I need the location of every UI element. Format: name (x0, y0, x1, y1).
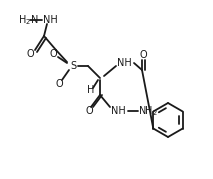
Text: NH$_2$: NH$_2$ (138, 104, 158, 118)
Text: O: O (26, 49, 34, 59)
Text: NH: NH (43, 15, 57, 25)
Text: S: S (70, 61, 76, 71)
Text: H$_2$N: H$_2$N (18, 13, 39, 27)
Text: NH: NH (111, 106, 125, 116)
Text: O: O (49, 49, 57, 59)
Text: NH: NH (117, 58, 131, 68)
Text: O: O (139, 50, 147, 60)
Text: O: O (85, 106, 93, 116)
Text: O: O (55, 79, 63, 89)
Text: H: H (87, 85, 95, 95)
